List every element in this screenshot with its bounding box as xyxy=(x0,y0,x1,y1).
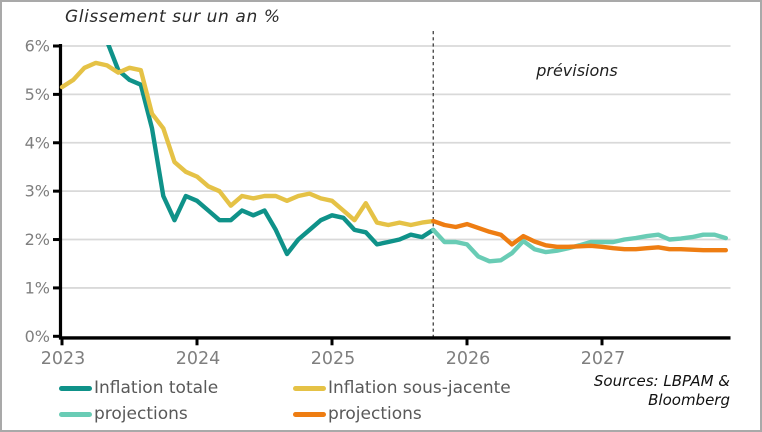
sources-line2: Bloomberg xyxy=(648,390,730,409)
svg-text:2025: 2025 xyxy=(311,349,356,369)
legend-label: projections xyxy=(94,404,188,424)
sources-line1: Sources: LBPAM & xyxy=(593,372,730,390)
chart-title: Glissement sur un an % xyxy=(65,7,281,27)
legend-label: projections xyxy=(328,404,422,424)
sources-note: Sources: LBPAM & Bloomberg xyxy=(510,372,730,410)
legend-label: Inflation totale xyxy=(94,378,219,398)
svg-text:2%: 2% xyxy=(25,230,50,249)
legend-swatch-mint xyxy=(59,411,92,417)
svg-text:0%: 0% xyxy=(25,327,50,346)
legend-swatch-yellow xyxy=(293,385,326,391)
svg-text:6%: 6% xyxy=(25,37,50,56)
svg-text:2027: 2027 xyxy=(581,349,626,369)
svg-text:1%: 1% xyxy=(25,278,50,297)
legend-item-projections-totale: projections xyxy=(59,402,188,426)
legend-swatch-teal xyxy=(59,385,92,391)
legend-label: Inflation sous-jacente xyxy=(328,378,511,398)
forecast-annotation: prévisions xyxy=(536,61,618,80)
legend-item-projections-sous-jacente: projections xyxy=(293,402,422,426)
svg-text:4%: 4% xyxy=(25,133,50,152)
svg-text:2024: 2024 xyxy=(176,349,221,369)
legend-swatch-orange xyxy=(293,411,326,417)
legend-item-inflation-sous-jacente: Inflation sous-jacente xyxy=(293,376,511,400)
svg-text:2023: 2023 xyxy=(41,349,86,369)
svg-text:2026: 2026 xyxy=(446,349,491,369)
svg-text:5%: 5% xyxy=(25,85,50,104)
svg-text:3%: 3% xyxy=(25,182,50,201)
legend-item-inflation-totale: Inflation totale xyxy=(59,376,218,400)
